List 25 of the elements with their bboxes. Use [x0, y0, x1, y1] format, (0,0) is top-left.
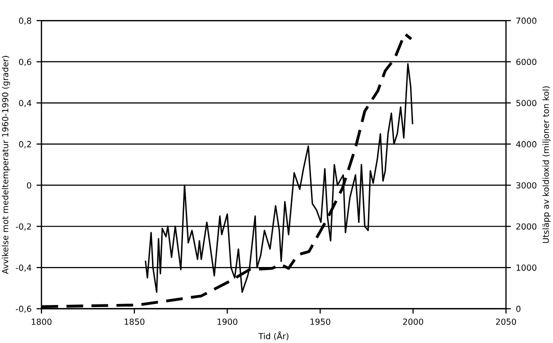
y2-tick-label: 2000 [516, 223, 536, 230]
y-tick-label: -0,2 [16, 223, 31, 231]
x-tick-label: 2000 [403, 318, 424, 325]
y2-tick-label: 7000 [516, 18, 536, 24]
y-tick-label: 0,8 [19, 18, 32, 25]
x-tick-label: 1850 [124, 318, 144, 325]
x-axis-title: Tid (År) [258, 331, 288, 340]
y-tick-label: 0,6 [19, 58, 32, 66]
y2-axis-title: Utsläpp av koldioxid (miljoner ton kol) [542, 86, 551, 243]
y-tick-label: -0,6 [16, 306, 32, 313]
y2-tick-label: 4000 [516, 141, 536, 148]
y-tick-label: 0 [27, 182, 32, 189]
y-tick-label: 0,2 [19, 141, 31, 148]
y-axis-title: Avvikelse mot medeltemperatur 1960-1990 (grader) [2, 56, 10, 274]
x-tick-label: 1950 [310, 318, 330, 325]
y-tick-label: -0,4 [16, 264, 32, 272]
y2-tick-label: 6000 [516, 58, 536, 66]
y2-tick-label: 3000 [516, 182, 536, 189]
y2-tick-label: 0 [516, 306, 520, 312]
y-tick-label: 0,4 [19, 100, 32, 108]
x-tick-label: 1900 [218, 318, 238, 325]
x-tick-label: 2050 [496, 318, 516, 325]
y2-tick-label: 1000 [516, 264, 536, 271]
y2-tick-label: 5000 [516, 100, 536, 106]
x-tick-label: 1800 [32, 318, 52, 325]
